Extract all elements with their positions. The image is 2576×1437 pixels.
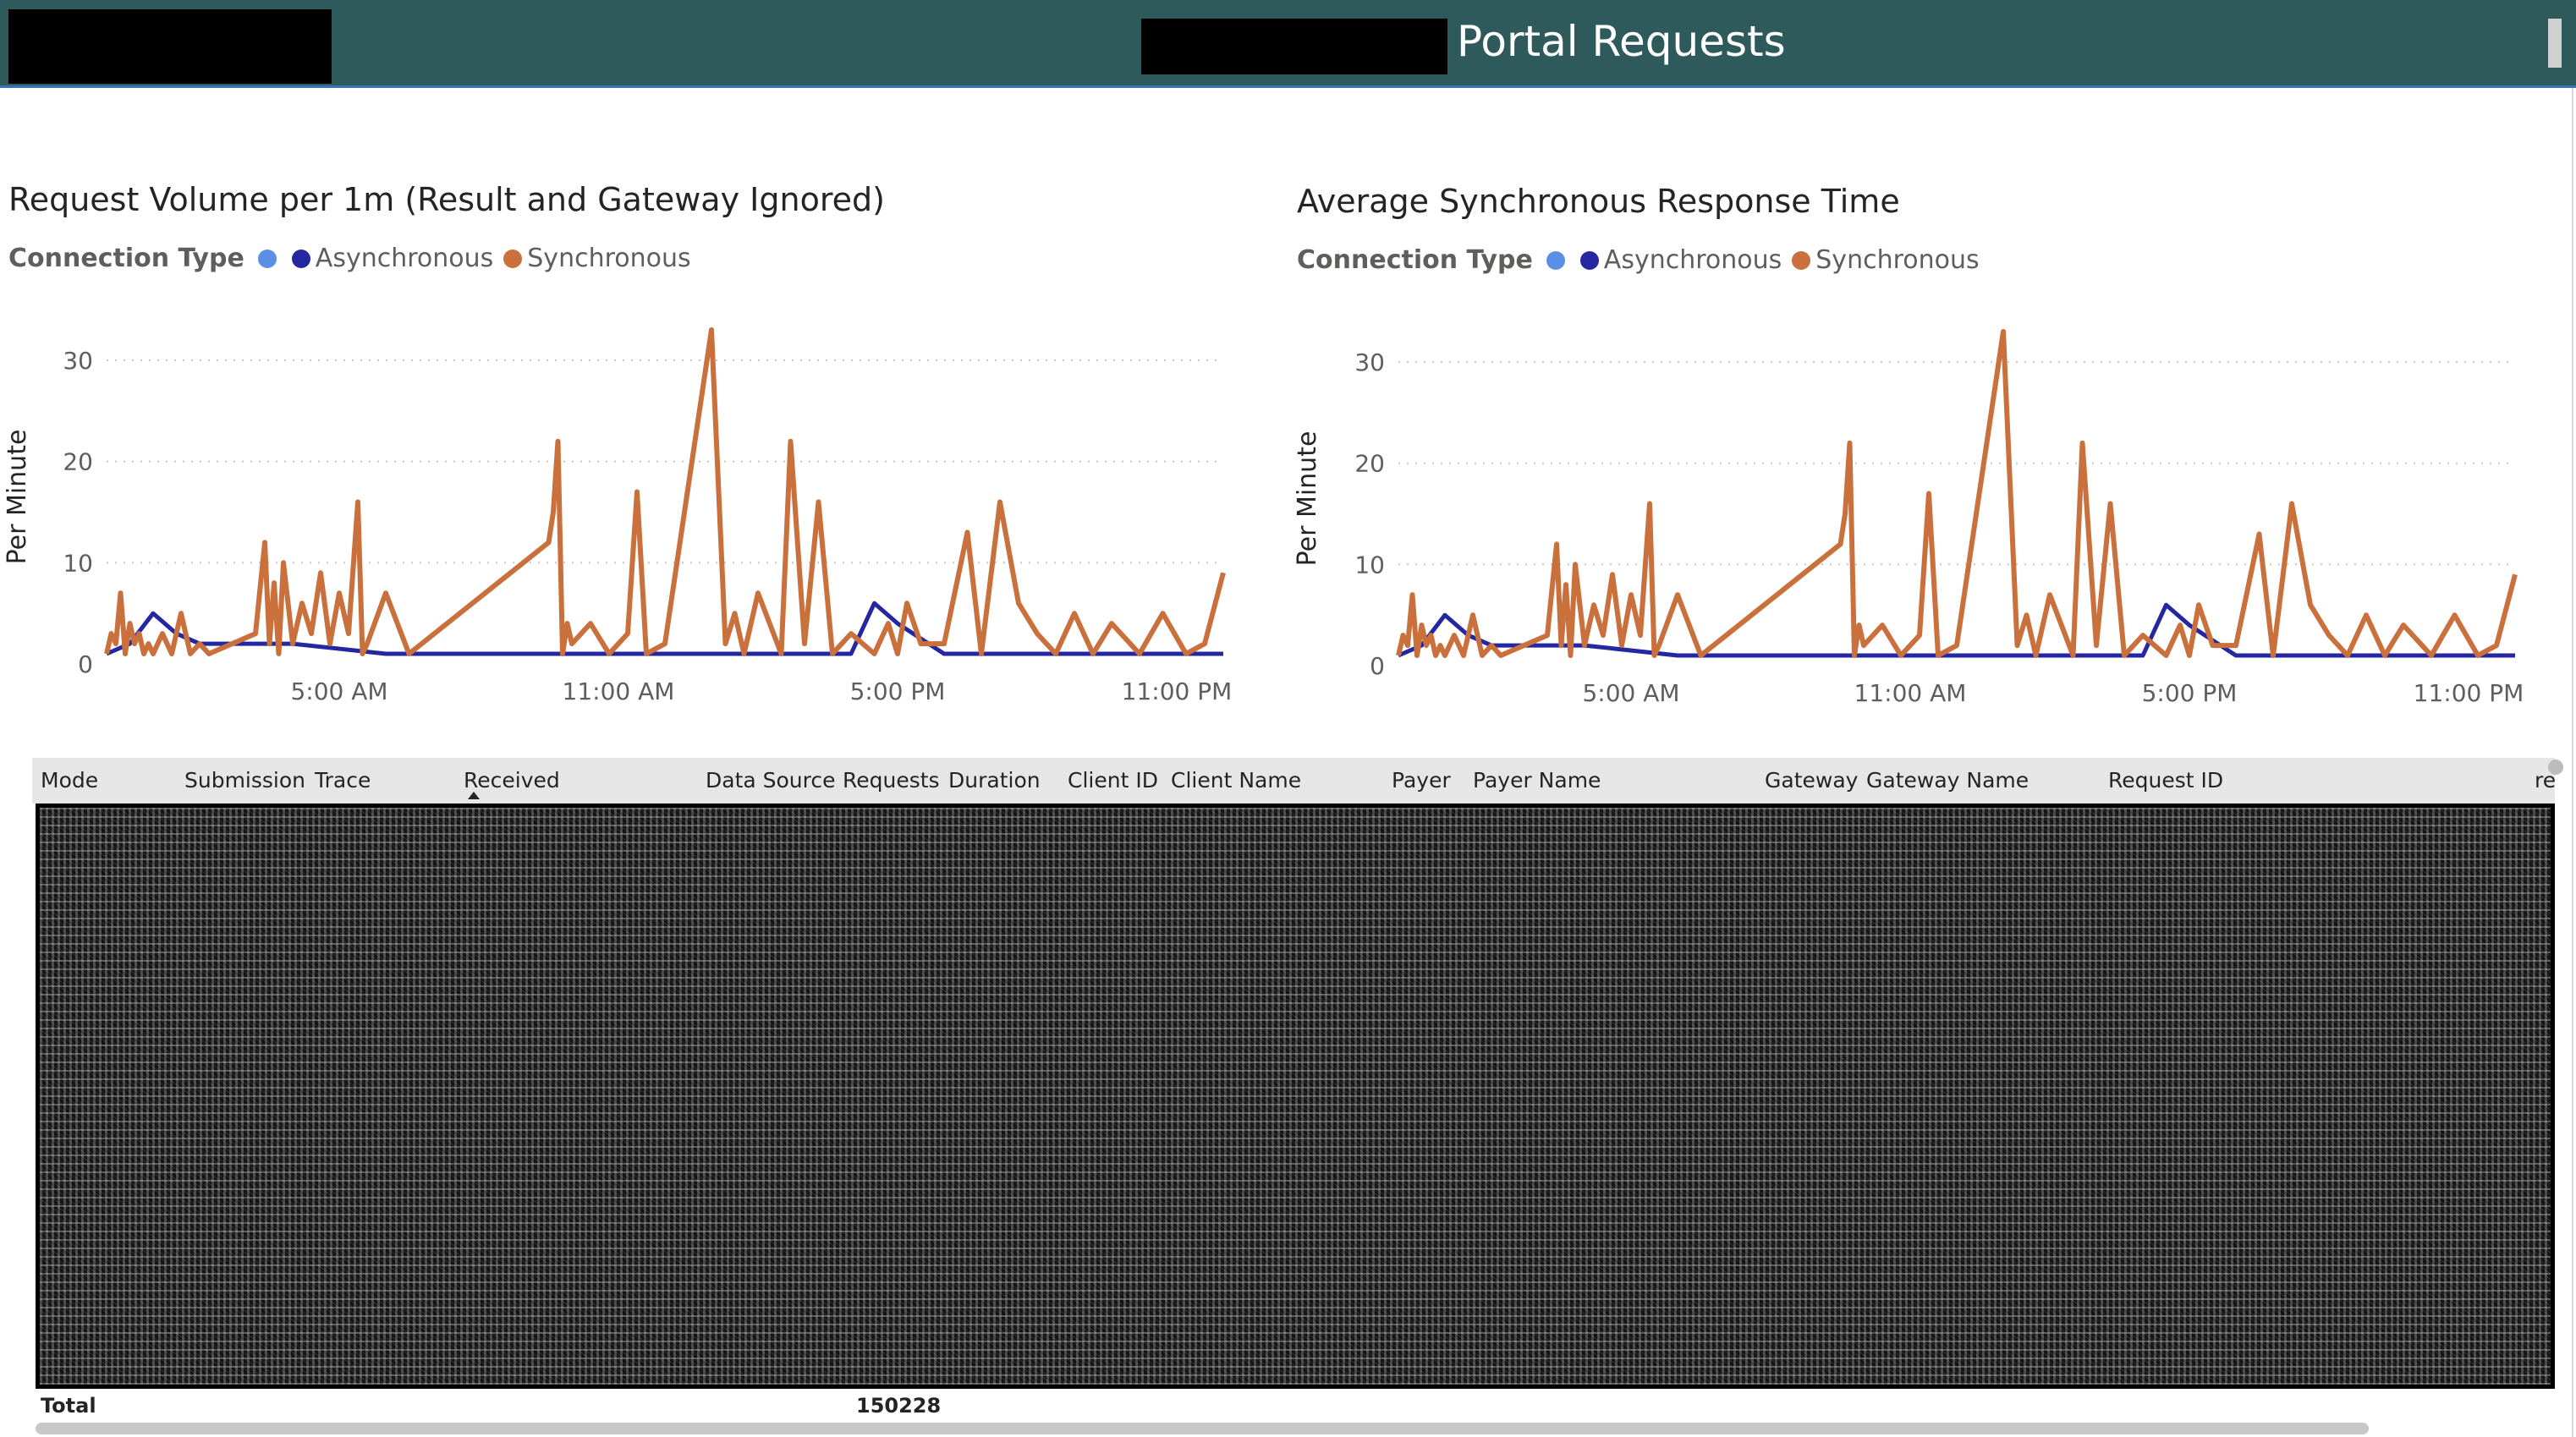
page-title: Portal Requests [1457,17,1786,66]
legend-item-asynchronous[interactable]: Asynchronous [291,244,494,273]
chart-title-request-volume: Request Volume per 1m (Result and Gatewa… [8,181,885,218]
report-header: Portal Requests [0,0,2576,88]
x-tick-label: 5:00 AM [1582,679,1679,707]
y-tick-label: 30 [63,347,93,375]
legend-label: Asynchronous [315,244,494,273]
legend-dot-light-icon [257,249,277,268]
col-submission[interactable]: Submission [184,768,306,793]
x-tick-label: 5:00 AM [290,677,387,705]
legend-dot-async-icon [291,249,310,268]
y-tick-label: 20 [63,448,93,476]
col-request-id[interactable]: Request ID [2108,768,2224,793]
x-tick-label: 11:00 PM [1122,677,1233,705]
total-requests-value: 150228 [856,1394,942,1418]
legend-label: Synchronous [527,244,691,273]
horizontal-scrollbar[interactable] [36,1423,2369,1434]
legend-label: Synchronous [1815,245,1980,275]
chart-response-time[interactable]: Per Minute 0 10 20 30 5:00 AM 11:00 AM 5:00 PM 1… [1288,306,2566,712]
col-trace[interactable]: Trace [315,768,371,793]
x-tick-label: 5:00 PM [2142,679,2238,707]
table-header: Mode Submission Trace Received Data Sour… [32,758,2556,804]
header-scrollbar[interactable] [2548,19,2562,68]
table-body-obscured [36,804,2555,1389]
x-tick-label: 11:00 AM [1854,679,1967,707]
legend-title: Connection Type [1297,245,1533,275]
series-line-synchronous[interactable] [104,327,1226,656]
y-tick-label: 10 [1354,551,1385,579]
y-tick-label: 0 [1370,652,1385,680]
legend-item-asynchronous[interactable]: Asynchronous [1579,245,1782,275]
col-duration[interactable]: Duration [948,768,1041,793]
x-tick-label: 11:00 PM [2414,679,2524,707]
legend-title: Connection Type [8,244,244,273]
legend-item-synchronous[interactable]: Synchronous [1792,245,1980,275]
series-line-asynchronous[interactable] [106,601,1223,656]
col-gateway-name[interactable]: Gateway Name [1866,768,2029,793]
col-mode[interactable]: Mode [41,768,99,793]
legend-dot-light-icon [1546,250,1565,270]
page-edge-divider [2572,88,2573,1437]
col-requests[interactable]: Requests [843,768,940,793]
col-payer-name[interactable]: Payer Name [1473,768,1601,793]
sort-ascending-icon[interactable] [468,792,480,799]
legend-item-synchronous[interactable]: Synchronous [503,244,691,273]
legend-dot-sync-icon [503,249,523,268]
series-line-asynchronous[interactable] [1398,602,2515,658]
legend-label: Asynchronous [1603,245,1782,275]
y-tick-label: 20 [1354,450,1385,478]
total-label: Total [41,1394,96,1418]
y-axis-label: Per Minute [3,430,32,565]
redacted-logo [8,9,332,84]
x-tick-label: 11:00 AM [563,677,675,705]
legend-dot-async-icon [1579,250,1599,270]
legend-dot-sync-icon [1792,250,1811,270]
col-received[interactable]: Received [464,768,560,793]
col-client-name[interactable]: Client Name [1171,768,1302,793]
redacted-title-prefix [1141,19,1447,74]
vertical-scroll-handle[interactable] [2548,760,2563,775]
col-data-source[interactable]: Data Source [706,768,836,793]
legend-response-time: Connection Type Asynchronous Synchronous [1297,245,1990,275]
y-axis-label: Per Minute [1293,431,1322,567]
y-tick-label: 0 [78,650,93,678]
y-tick-label: 10 [63,549,93,577]
series-line-synchronous[interactable] [1396,329,2518,658]
legend-request-volume: Connection Type Asynchronous Synchronous [8,244,701,273]
chart-title-response-time: Average Synchronous Response Time [1297,183,1900,220]
chart-request-volume[interactable]: Per Minute 0 10 20 30 5:00 AM 11:00 AM 5:00 PM 1… [0,304,1269,710]
col-client-id[interactable]: Client ID [1068,768,1158,793]
col-payer[interactable]: Payer [1392,768,1451,793]
col-gateway[interactable]: Gateway [1765,768,1859,793]
total-row: Total 150228 [36,1394,2555,1419]
x-tick-label: 5:00 PM [850,677,946,705]
obscured-rows-pattern [40,808,2551,1385]
y-tick-label: 30 [1354,348,1385,376]
